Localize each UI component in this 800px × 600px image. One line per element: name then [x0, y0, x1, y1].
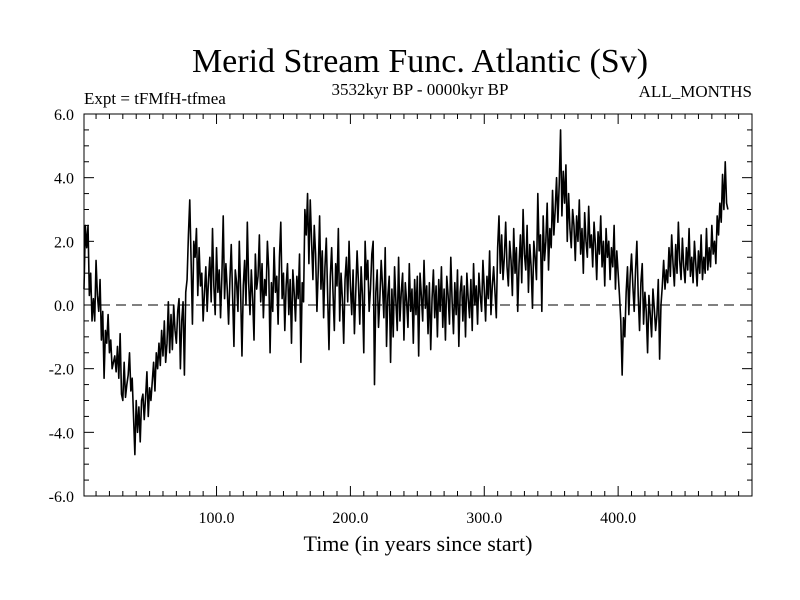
y-tick-label: 2.0 [54, 234, 74, 251]
y-tick-label: 6.0 [54, 107, 74, 124]
series-line [83, 129, 729, 456]
chart-title: Merid Stream Func. Atlantic (Sv) [192, 43, 648, 80]
y-tick-label: -6.0 [49, 489, 74, 506]
experiment-label: Expt = tFMfH-tfmea [84, 89, 226, 108]
time-range-label: 3532kyr BP - 0000kyr BP [332, 80, 509, 99]
x-tick-label: 400.0 [600, 510, 636, 527]
y-tick-label: -2.0 [49, 362, 74, 379]
months-label: ALL_MONTHS [639, 82, 752, 101]
x-tick-label: 200.0 [332, 510, 368, 527]
x-tick-label: 300.0 [466, 510, 502, 527]
y-axis-tick-labels: -6.0 -4.0 -2.0 0.0 2.0 4.0 6.0 [49, 107, 74, 506]
minor-ticks [84, 114, 752, 496]
y-tick-label: 0.0 [54, 298, 74, 315]
y-tick-label: -4.0 [49, 425, 74, 442]
x-axis-label: Time (in years since start) [304, 531, 533, 556]
x-axis-tick-labels: 100.0 200.0 300.0 400.0 [199, 510, 637, 527]
y-tick-label: 4.0 [54, 171, 74, 188]
x-tick-label: 100.0 [199, 510, 235, 527]
